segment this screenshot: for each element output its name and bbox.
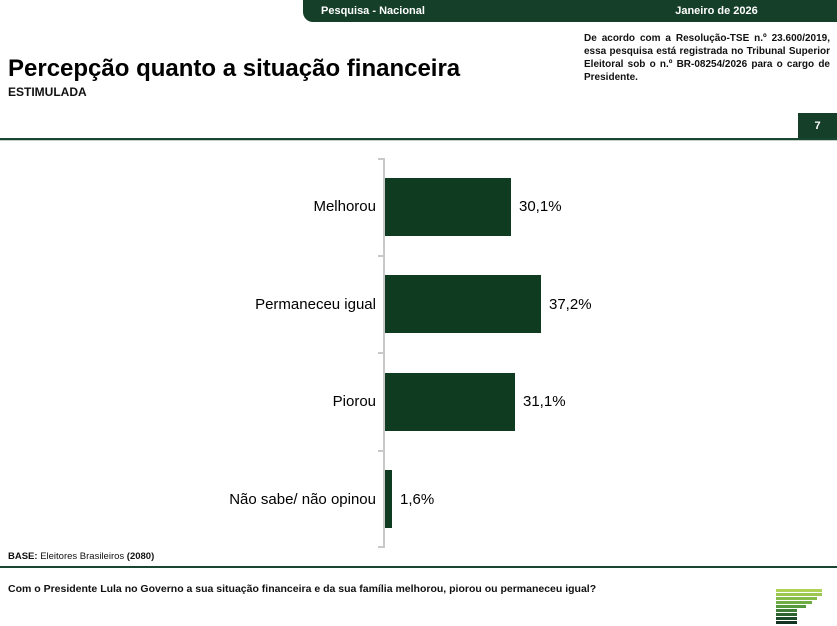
title-block: Percepção quanto a situação financeira E… <box>8 55 568 99</box>
category-label: Permaneceu igual <box>255 295 376 313</box>
logo-bar <box>776 604 806 609</box>
bar <box>385 275 541 334</box>
logo-bar <box>776 596 817 601</box>
base-note-count: (2080) <box>126 551 155 562</box>
value-label: 1,6% <box>400 490 435 508</box>
logo-bar <box>776 600 812 605</box>
logo-bar <box>776 608 797 613</box>
top-banner: Pesquisa - Nacional Janeiro de 2026 <box>303 0 837 22</box>
axis-tick <box>378 255 384 257</box>
survey-question-text: Com o Presidente Lula no Governo a sua s… <box>8 583 597 595</box>
logo-bar <box>776 616 797 621</box>
page-title: Percepção quanto a situação financeira <box>8 55 461 82</box>
base-note-prefix: BASE: <box>8 551 38 562</box>
banner-date-label: Janeiro de 2026 <box>675 5 758 17</box>
category-label: Não sabe/ não opinou <box>229 490 376 508</box>
bar-chart: Melhorou 30,1% Permaneceu igual 37,2% Piorou… <box>0 158 837 548</box>
value-label: 31,1% <box>523 393 566 411</box>
bar <box>385 372 515 431</box>
chart-row: Não sabe/ não opinou 1,6% <box>0 451 837 549</box>
axis-tick <box>378 450 384 452</box>
page-subtitle: ESTIMULADA <box>8 85 87 99</box>
base-note: BASE: Eleitores Brasileiros (2080) <box>8 551 154 562</box>
chart-row: Piorou 31,1% <box>0 353 837 451</box>
bottom-divider <box>0 566 837 568</box>
stacked-green-bars-logo <box>776 589 822 625</box>
bar <box>385 177 511 236</box>
logo-bar <box>776 592 822 597</box>
chart-row: Permaneceu igual 37,2% <box>0 256 837 354</box>
logo-bar <box>776 620 797 625</box>
value-label: 37,2% <box>549 295 592 313</box>
page-number-badge: 7 <box>798 113 837 138</box>
base-note-text: Eleitores Brasileiros <box>37 551 127 562</box>
category-label: Piorou <box>332 393 376 411</box>
tse-disclaimer-text: De acordo com a Resolução-TSE n.º 23.600… <box>584 33 830 83</box>
axis-tick <box>378 546 384 548</box>
category-label: Melhorou <box>313 198 376 216</box>
logo-bar <box>776 589 822 593</box>
chart-axis-line <box>383 158 385 548</box>
axis-tick <box>378 352 384 354</box>
banner-survey-label: Pesquisa - Nacional <box>321 5 425 17</box>
axis-tick <box>378 158 384 160</box>
logo-bar <box>776 612 797 617</box>
chart-row: Melhorou 30,1% <box>0 158 837 256</box>
value-label: 30,1% <box>519 198 562 216</box>
bar <box>385 470 392 529</box>
top-divider <box>0 138 837 141</box>
